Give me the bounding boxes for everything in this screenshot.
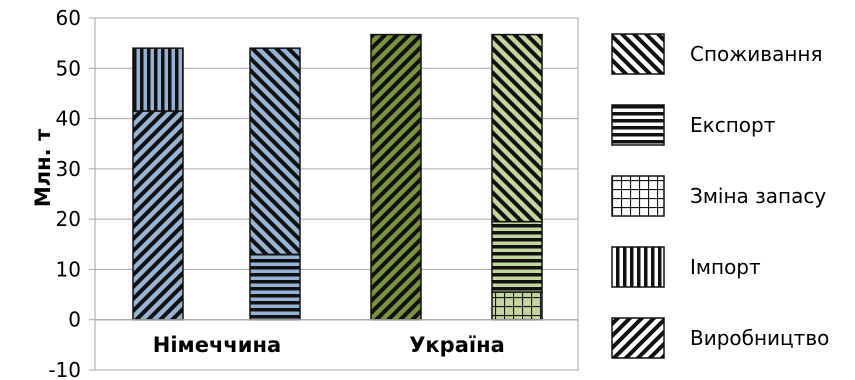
legend-item: Зміна запасу [611,175,826,217]
bar-stack [491,33,543,321]
axes: -10 0 10 20 30 40 50 60 Німеччина Україна [48,6,578,380]
legend-label: Імпорт [690,255,761,279]
y-tick-label: 20 [56,207,81,231]
legend-item: Споживання [611,33,823,75]
bar-stack [249,47,301,321]
category-label: Україна [409,333,505,357]
y-tick-label: 10 [56,257,81,281]
bar-segment [132,110,184,321]
y-tick-label: 0 [68,308,81,332]
bar-segment [132,47,184,112]
y-tick-label: 60 [56,6,81,30]
legend-item: Експорт [611,104,776,146]
bar-segment [370,33,422,321]
y-tick-label: 50 [56,56,81,80]
legend-item: Виробництво [611,317,829,359]
legend-swatch [611,33,665,75]
legend-item: Імпорт [611,246,761,288]
y-axis-label: Млн. т [31,128,55,207]
y-tick-label: 30 [56,157,81,181]
legend-swatch [611,317,665,359]
bar-segment [249,47,301,256]
legend: Споживання Експорт Зміна запасу Імпорт Вироб… [611,33,829,359]
bars [132,33,543,321]
bar-segment [491,33,543,223]
bar-stack [132,47,184,321]
y-tick-label: 40 [56,107,81,131]
category-label: Німеччина [153,333,281,357]
bar-segment [249,253,301,321]
legend-swatch [611,246,665,288]
legend-swatch [611,175,665,217]
legend-label: Експорт [690,113,776,137]
bar-segment [491,291,543,321]
bar-stack [370,33,422,321]
bar-segment [491,220,543,293]
legend-label: Виробництво [690,326,829,350]
legend-swatch [611,104,665,146]
legend-label: Зміна запасу [690,184,826,208]
y-tick-label: -10 [48,358,81,380]
legend-label: Споживання [690,42,823,66]
